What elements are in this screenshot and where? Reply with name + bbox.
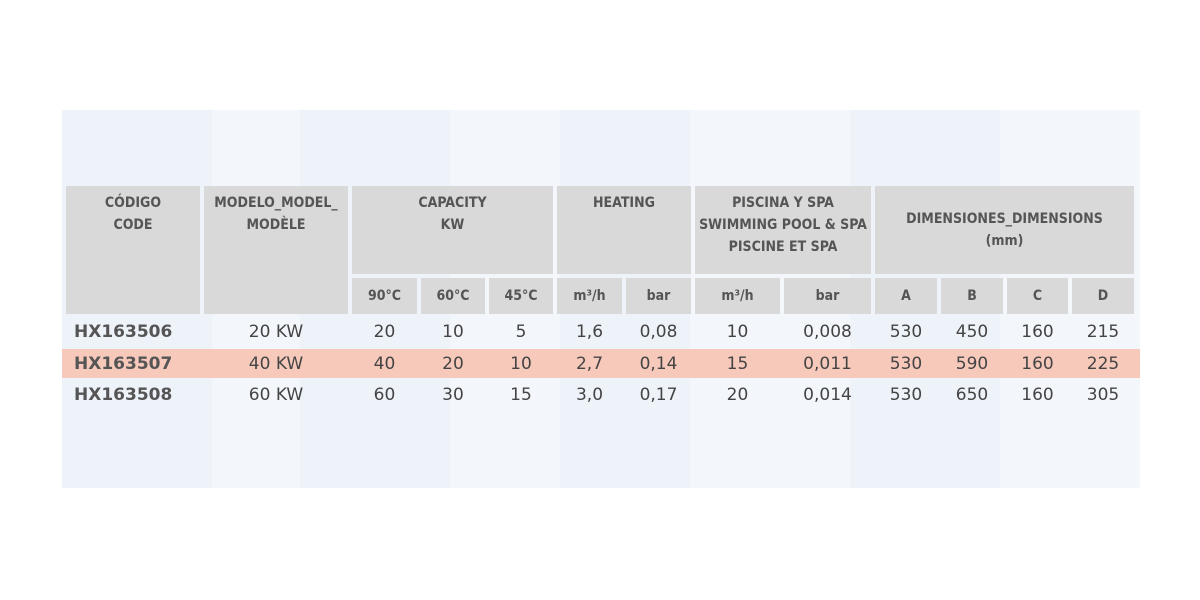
header-pool-line1: PISCINA Y SPA [732,195,834,211]
cell-d: 225 [1086,354,1120,374]
cell-heat-bar: 0,17 [639,385,678,405]
header-model-line1: MODELO_MODEL_ [214,195,338,211]
header-pool-line2: SWIMMING POOL & SPA [699,217,867,233]
header-model: MODELO_MODEL_ MODÈLE [204,186,348,314]
header-pool-line3: PISCINE ET SPA [728,239,838,255]
cell-cap60: 10 [442,322,464,342]
cell-d: 215 [1086,322,1120,342]
header-dimensions-line1: DIMENSIONES_DIMENSIONS [906,211,1103,227]
cell-model: 20 KW [248,322,304,342]
cell-pool-m3h: 15 [726,354,749,374]
subheader-90c: 90°C [352,278,417,314]
cell-code: HX163506 [74,322,173,342]
cell-model: 60 KW [248,385,304,405]
header-code-line2: CODE [113,217,153,233]
header-capacity: CAPACITY KW [352,186,553,274]
cell-b: 450 [955,322,989,342]
cell-heat-bar: 0,14 [639,354,678,374]
cell-d: 305 [1086,385,1120,405]
cell-c: 160 [1021,322,1054,342]
cell-c: 160 [1021,385,1054,405]
cell-cap60: 30 [442,385,464,405]
cell-heat-m3h: 2,7 [575,354,604,374]
header-dimensions-line2: (mm) [985,233,1024,249]
cell-a: 530 [889,354,923,374]
cell-pool-m3h: 10 [726,322,749,342]
subheader-dim-b: B [941,278,1003,314]
subheader-heating-m3h: m³/h [557,278,622,314]
header-code-line1: CÓDIGO [104,195,162,211]
header-capacity-line1: CAPACITY [418,195,487,211]
cell-cap45: 5 [515,322,527,342]
cell-cap90: 60 [373,385,396,405]
cell-code: HX163508 [74,385,173,405]
subheader-dim-c: C [1007,278,1068,314]
header-pool: PISCINA Y SPA SWIMMING POOL & SPA PISCIN… [695,186,871,274]
cell-c: 160 [1021,354,1054,374]
cell-cap45: 15 [510,385,532,405]
cell-pool-bar: 0,011 [803,354,852,374]
subheader-60c: 60°C [421,278,485,314]
cell-b: 590 [955,354,989,374]
cell-cap90: 20 [373,322,396,342]
cell-a: 530 [889,385,923,405]
cell-cap60: 20 [442,354,464,374]
header-code: CÓDIGO CODE [66,186,200,314]
header-dimensions: DIMENSIONES_DIMENSIONS (mm) [875,186,1134,274]
highlighted-row [62,349,1140,378]
cell-a: 530 [889,322,923,342]
header-heating-line1: HEATING [593,195,655,211]
cell-heat-m3h: 3,0 [575,385,604,405]
header-heating: HEATING [557,186,691,274]
cell-cap90: 40 [373,354,396,374]
header-capacity-line2: KW [440,217,465,233]
subheader-pool-bar: bar [784,278,871,314]
cell-pool-bar: 0,014 [803,385,852,405]
subheader-45c: 45°C [489,278,553,314]
subheader-dim-a: A [875,278,937,314]
header-model-line2: MODÈLE [246,217,306,233]
cell-b: 650 [955,385,989,405]
cell-code: HX163507 [74,354,173,374]
cell-model: 40 KW [248,354,304,374]
subheader-heating-bar: bar [626,278,691,314]
cell-pool-m3h: 20 [726,385,749,405]
cell-heat-m3h: 1,6 [575,322,604,342]
subheader-dim-d: D [1072,278,1134,314]
cell-heat-bar: 0,08 [639,322,678,342]
cell-pool-bar: 0,008 [803,322,852,342]
cell-cap45: 10 [510,354,532,374]
subheader-pool-m3h: m³/h [695,278,780,314]
